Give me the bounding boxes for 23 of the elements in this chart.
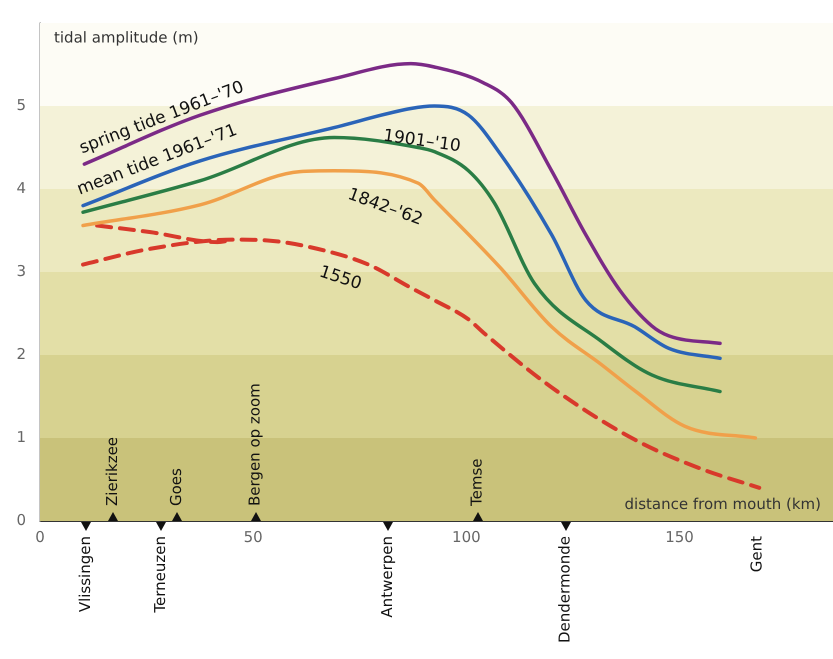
annotation: Bergen op zoom xyxy=(246,383,264,506)
text: 1901–'10 xyxy=(382,126,462,156)
y-tick-label: 4 xyxy=(16,178,26,197)
y-axis-title: tidal amplitude (m) xyxy=(54,28,199,46)
y-tick-label: 0 xyxy=(16,510,26,529)
x-tick-label: 50 xyxy=(244,528,263,546)
text: Vlissingen xyxy=(76,536,94,612)
text: Dendermonde xyxy=(556,536,574,643)
text: Terneuzen xyxy=(151,536,170,614)
annotation: Goes xyxy=(167,468,186,506)
x-tick-label: 150 xyxy=(665,528,694,546)
x-tick-label: 100 xyxy=(452,528,481,546)
y-tick-label: 5 xyxy=(16,96,26,114)
y-tick-label: 2 xyxy=(16,344,26,363)
text: 1550 xyxy=(316,262,364,294)
annotation: Zierikzee xyxy=(102,436,121,506)
x-axis-title: distance from mouth (km) xyxy=(624,495,821,513)
text: Antwerpen xyxy=(378,536,396,618)
y-tick-label: 1 xyxy=(16,428,26,446)
y-tick-label: 3 xyxy=(16,262,26,280)
annotation: Temse xyxy=(468,458,486,507)
x-tick-label: 0 xyxy=(35,528,45,546)
text: Gent xyxy=(748,536,766,572)
